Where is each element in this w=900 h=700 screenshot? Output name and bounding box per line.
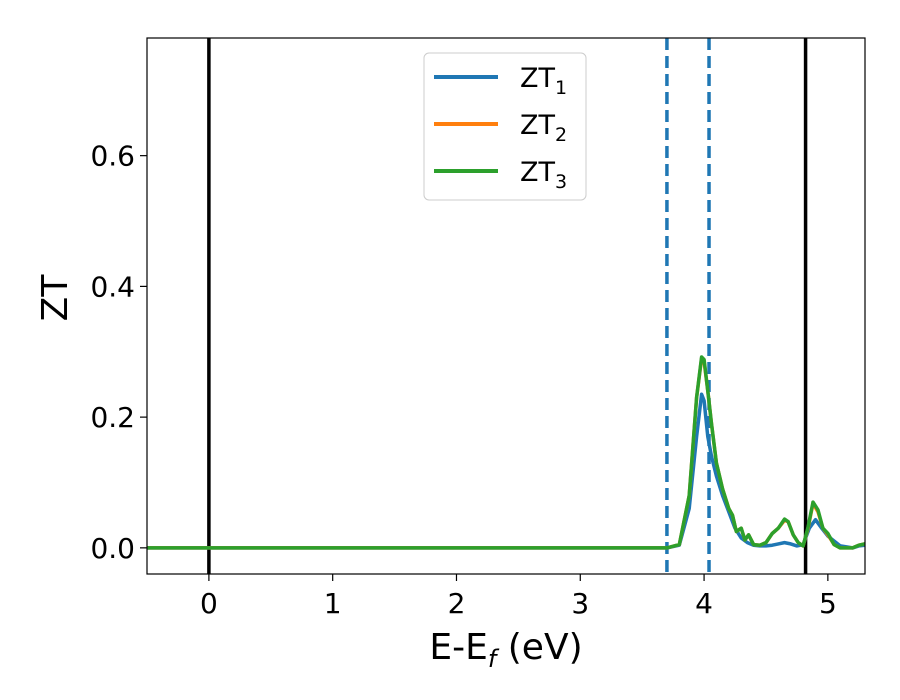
x-tick-label: 4 <box>695 587 713 620</box>
x-tick-label: 0 <box>200 587 218 620</box>
y-axis-ticks: 0.0 0.2 0.4 0.6 <box>90 140 147 565</box>
series-layer <box>147 355 865 550</box>
y-tick-label: 0.2 <box>90 401 135 434</box>
x-axis-ticks: 0 1 2 3 4 5 <box>200 574 837 620</box>
legend-label-3: ZT3 <box>520 157 567 193</box>
x-tick-label: 1 <box>324 587 342 620</box>
y-tick-label: 0.4 <box>90 270 135 303</box>
legend-label-1: ZT1 <box>520 63 567 99</box>
y-tick-label: 0.0 <box>90 532 135 565</box>
legend-box <box>423 52 587 201</box>
series-line-3 <box>147 355 865 550</box>
x-axis-label: E-Ef (eV) <box>429 627 582 673</box>
x-tick-label: 2 <box>448 587 466 620</box>
y-tick-label: 0.6 <box>90 140 135 173</box>
legend: ZT1 ZT2 ZT3 <box>423 52 587 201</box>
legend-label-2: ZT2 <box>520 110 567 146</box>
y-axis-label: ZT <box>35 274 76 322</box>
reference-lines <box>207 38 808 574</box>
x-tick-label: 5 <box>819 587 837 620</box>
x-tick-label: 3 <box>571 587 589 620</box>
plot-frame <box>146 37 866 575</box>
